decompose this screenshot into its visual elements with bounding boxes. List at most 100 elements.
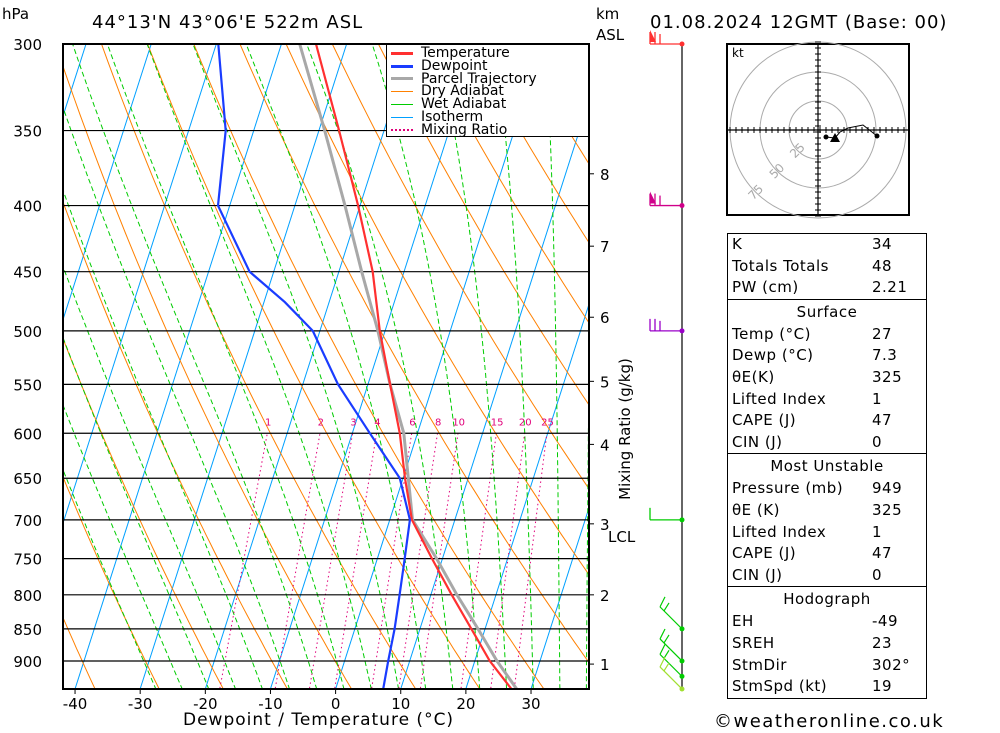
barb-feather bbox=[659, 656, 666, 668]
wind-level-dot bbox=[679, 626, 685, 632]
mixing-ratio-label: 3 bbox=[350, 418, 356, 429]
row-label: StmDir bbox=[732, 655, 787, 674]
x-axis-label: Dewpoint / Temperature (°C) bbox=[183, 710, 455, 730]
lcl-label: LCL bbox=[608, 528, 636, 546]
legend-label: Wet Adiabat bbox=[421, 96, 507, 113]
table-row: EH -49 bbox=[728, 611, 926, 633]
row-value: 1 bbox=[872, 522, 883, 541]
barb-feather bbox=[663, 662, 670, 672]
mixing-ratio-label: 2 bbox=[318, 418, 324, 429]
pressure-tick-label: 350 bbox=[13, 123, 42, 141]
legend-item: Mixing Ratio bbox=[387, 123, 588, 137]
pressure-tick-label: 300 bbox=[13, 36, 42, 54]
indices-table: K 34 Totals Totals 48 PW (cm) 2.21 Surface … bbox=[727, 233, 927, 699]
temperature-tick-label: 0 bbox=[331, 695, 341, 713]
pressure-tick-label: 850 bbox=[13, 621, 42, 639]
hodograph-unit-label: kt bbox=[732, 46, 744, 60]
row-label: CAPE (J) bbox=[732, 411, 797, 430]
pressure-tick-label: 600 bbox=[13, 425, 42, 443]
mixing-ratio-line bbox=[490, 433, 526, 689]
mixing-ratio-label: 10 bbox=[452, 418, 465, 429]
dry-adiabat-line bbox=[63, 337, 224, 689]
barb-shaft bbox=[659, 666, 683, 690]
wet-adiabat-line bbox=[306, 44, 454, 689]
table-row: SREH 23 bbox=[728, 633, 926, 655]
background-lines bbox=[63, 25, 1000, 697]
wind-level-dot bbox=[679, 203, 685, 209]
km-label: 8 bbox=[600, 166, 610, 184]
hodograph-header: Hodograph bbox=[728, 586, 926, 611]
temperature-tick-label: -10 bbox=[258, 695, 283, 713]
row-value: 23 bbox=[872, 633, 893, 652]
dry-adiabat-line bbox=[285, 44, 589, 576]
location-title: 44°13'N 43°06'E 522m ASL bbox=[92, 12, 364, 33]
table-row: StmDir 302° bbox=[728, 655, 926, 677]
most-unstable-header: Most Unstable bbox=[728, 453, 926, 478]
dry-adiabat-line bbox=[63, 64, 353, 689]
wet-adiabat-line bbox=[63, 403, 183, 689]
isotherm-line bbox=[63, 44, 152, 322]
row-label: Pressure (mb) bbox=[732, 479, 844, 498]
asl-unit-label: ASL bbox=[596, 26, 625, 44]
legend-swatch bbox=[391, 116, 413, 118]
row-label: StmSpd (kt) bbox=[732, 677, 828, 696]
datetime-title: 01.08.2024 12GMT (Base: 00) bbox=[650, 12, 948, 33]
pressure-tick-label: 800 bbox=[13, 587, 42, 605]
row-label: EH bbox=[732, 612, 754, 631]
km-label: 4 bbox=[600, 436, 610, 454]
wet-adiabat-line bbox=[72, 44, 318, 689]
barb-pennant bbox=[650, 30, 656, 42]
wind-level-dot bbox=[679, 686, 685, 692]
legend-item: Dewpoint bbox=[387, 59, 588, 73]
isotherm-line bbox=[139, 44, 348, 689]
row-label: SREH bbox=[732, 633, 775, 652]
dry-adiabat-line bbox=[918, 25, 1000, 697]
isotherm-line bbox=[335, 44, 543, 689]
legend-label: Parcel Trajectory bbox=[421, 70, 537, 87]
km-label: 3 bbox=[600, 516, 610, 534]
isotherm-line bbox=[530, 506, 589, 689]
row-value: 0 bbox=[872, 565, 883, 584]
mixing-ratio-line bbox=[219, 433, 268, 689]
mixing-ratio-label: 25 bbox=[541, 418, 554, 429]
plot-frame bbox=[62, 43, 590, 690]
table-row: CIN (J) 0 bbox=[728, 565, 926, 587]
mixing-ratio-label: 6 bbox=[409, 418, 415, 429]
legend-label: Dry Adiabat bbox=[421, 83, 504, 100]
table-row: Temp (°C) 27 bbox=[728, 324, 926, 346]
wet-adiabat-line bbox=[63, 188, 263, 689]
table-row: CAPE (J) 47 bbox=[728, 410, 926, 432]
wet-adiabat-line bbox=[436, 44, 508, 689]
wind-barb bbox=[649, 507, 685, 523]
barb-pennant bbox=[650, 191, 656, 204]
row-label: CIN (J) bbox=[732, 565, 783, 584]
km-label: 1 bbox=[600, 656, 610, 674]
dry-adiabat-line bbox=[63, 616, 96, 689]
legend-label: Isotherm bbox=[421, 108, 484, 125]
temperature-tick-label: -30 bbox=[128, 695, 153, 713]
legend-item: Dry Adiabat bbox=[387, 85, 588, 98]
sounding-series bbox=[216, 44, 518, 689]
row-label: CAPE (J) bbox=[732, 544, 797, 563]
dewpoint-line bbox=[216, 44, 412, 689]
storm-motion-marker bbox=[830, 133, 840, 142]
axis-ticks: 1 2 3 4 6 8 10 15 20 2530035040045050055060065070… bbox=[13, 36, 635, 713]
legend: Temperature Dewpoint Parcel Trajectory Dry … bbox=[386, 44, 589, 137]
temperature-tick-label: 30 bbox=[521, 695, 540, 713]
temperature-tick-label: 20 bbox=[456, 695, 475, 713]
row-value: -49 bbox=[872, 612, 898, 631]
hodograph-point bbox=[823, 134, 829, 140]
pressure-tick-label: 450 bbox=[13, 264, 42, 282]
barb-feather bbox=[659, 644, 666, 655]
km-label: 2 bbox=[600, 587, 610, 605]
wet-adiabat-line bbox=[192, 44, 400, 689]
table-row: CAPE (J) 47 bbox=[728, 543, 926, 565]
mixing-ratio-label: 8 bbox=[435, 418, 441, 429]
legend-swatch bbox=[391, 51, 413, 55]
pressure-tick-label: 700 bbox=[13, 512, 42, 530]
temperature-tick-label: 10 bbox=[391, 695, 410, 713]
row-value: 302° bbox=[872, 655, 911, 674]
legend-swatch bbox=[391, 77, 413, 81]
km-label: 5 bbox=[600, 373, 610, 391]
